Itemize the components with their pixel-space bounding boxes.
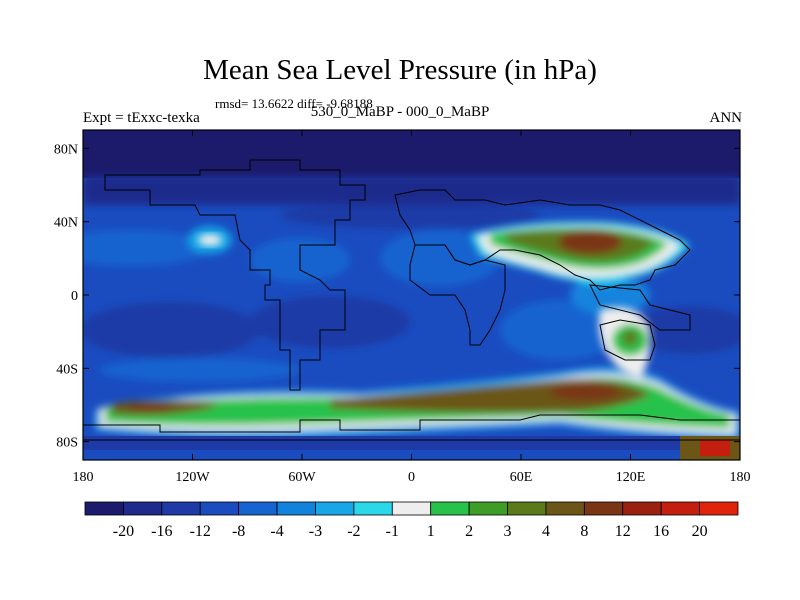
colorbar-swatch [430, 501, 470, 516]
colorbar-swatch [161, 501, 201, 516]
colorbar: -20 -16 -12 -8 -4 -3 -2 -1 1 2 3 4 8 12 16 20 [84, 501, 739, 540]
lon-tick-label: 60E [510, 470, 533, 485]
colorbar-swatch [699, 501, 739, 516]
latitude-axis: 80N 40N 0 40S 80S [54, 142, 740, 451]
lon-tick-label: 0 [408, 470, 415, 485]
field-patch [83, 302, 260, 358]
southern-belt [95, 367, 740, 440]
maritime-outline [589, 284, 691, 331]
colorbar-label: 1 [427, 523, 435, 540]
season-label: ANN [709, 110, 743, 126]
longitude-axis: 180 120W 60W 0 60E 120E 180 [73, 130, 751, 485]
lat-tick-label: 40N [54, 216, 78, 231]
lat-tick-label: 0 [71, 289, 78, 304]
continent-outlines [83, 159, 740, 441]
colorbar-swatch [660, 501, 700, 516]
rocky-white [198, 234, 222, 246]
colorbar-swatch [238, 501, 278, 516]
field-patch [500, 300, 620, 360]
lon-tick-label: 60W [288, 470, 316, 485]
australia-outline [599, 319, 656, 361]
belt-max [128, 404, 172, 412]
colorbar-label: -20 [113, 523, 134, 540]
plot-title: Mean Sea Level Pressure (in hPa) [203, 54, 597, 86]
colorbar-swatch [276, 501, 316, 516]
colorbar-label: -8 [232, 523, 245, 540]
comparison-label: 530_0_MaBP - 000_0_MaBP [310, 104, 490, 120]
aus-core [622, 330, 638, 346]
colorbar-swatch [199, 501, 240, 516]
lon-tick-label: 180 [73, 470, 94, 485]
lon-tick-label: 180 [730, 470, 751, 485]
colorbar-swatch [353, 501, 393, 516]
colorbar-swatch [622, 501, 662, 516]
colorbar-swatch [391, 501, 432, 516]
colorbar-label: 2 [465, 523, 473, 540]
polar-band-core [83, 130, 740, 178]
field-patch [250, 296, 410, 348]
lon-tick-label: 120W [175, 470, 210, 485]
lat-tick-label: 80S [56, 436, 78, 451]
antarctica-outline [83, 414, 740, 433]
colorbar-swatch [84, 501, 124, 516]
field-patch [100, 358, 300, 382]
colorbar-swatch [583, 501, 624, 516]
rocky-feature [198, 234, 222, 246]
colorbar-swatch [507, 501, 547, 516]
colorbar-label: -4 [270, 523, 283, 540]
africa-outline [409, 244, 506, 346]
colorbar-label: 8 [580, 523, 588, 540]
colorbar-label: -3 [309, 523, 322, 540]
colorbar-swatch [123, 501, 163, 516]
field-layer [83, 130, 740, 460]
america-outline [104, 159, 366, 391]
colorbar-label: 20 [692, 523, 708, 540]
lon-tick-label: 120E [616, 470, 646, 485]
south-patch [700, 440, 730, 456]
asia-max [558, 230, 622, 254]
colorbar-swatch [315, 501, 355, 516]
colorbar-label: -16 [151, 523, 172, 540]
colorbar-swatch [545, 501, 585, 516]
colorbar-label: -2 [347, 523, 360, 540]
belt-max [550, 384, 620, 400]
field-patch [83, 230, 210, 266]
colorbar-label: 4 [542, 523, 550, 540]
australia-high [598, 307, 651, 380]
asian-high [470, 221, 690, 283]
polar-band-edge [83, 175, 740, 205]
colorbar-label: 12 [615, 523, 631, 540]
lat-tick-label: 80N [54, 142, 78, 157]
experiment-label: Expt = tExxc-texka [83, 110, 200, 126]
colorbar-label: 3 [504, 523, 512, 540]
field-patch [280, 201, 540, 229]
colorbar-swatch [468, 501, 508, 516]
colorbar-label: -1 [386, 523, 399, 540]
colorbar-label: 16 [653, 523, 669, 540]
colorbar-label: -12 [190, 523, 211, 540]
lat-tick-label: 40S [56, 362, 78, 377]
stats-text: rmsd= 13.6622 diff= -9.68188 [215, 96, 373, 111]
